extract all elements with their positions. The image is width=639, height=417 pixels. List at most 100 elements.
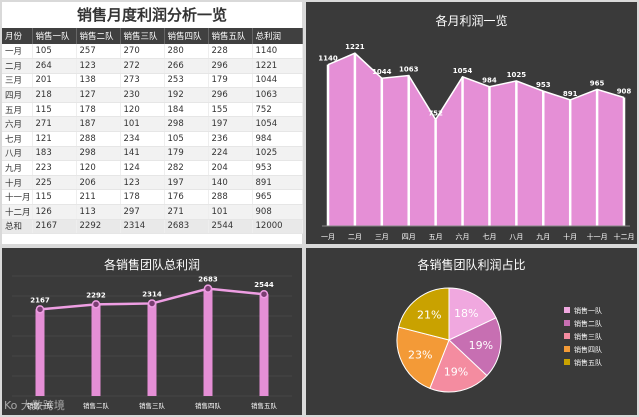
table-body: 一月 105 257 270 280 228 1140 二月 264 123 272 266 296 12…	[2, 44, 303, 235]
table-cell: 264	[32, 58, 77, 74]
table-cell: 218	[32, 87, 77, 103]
team-share-chart: 各销售团队利润占比 18% 19% 19% 23% 21% 销售一队 销售二队 销售三队 销售四…	[306, 248, 637, 415]
legend-label: 销售二队	[574, 319, 602, 328]
table-cell: 282	[164, 160, 209, 176]
team-bar	[259, 294, 269, 396]
table-cell: 984	[252, 131, 303, 147]
table-cell: 752	[252, 102, 303, 118]
table-header-cell: 销售四队	[164, 28, 209, 44]
team-marker	[91, 300, 101, 309]
table-cell: 三月	[2, 73, 33, 89]
team-x-tick: 销售四队	[195, 401, 222, 410]
table-cell: 2292	[76, 219, 121, 235]
table-cell: 187	[76, 116, 121, 133]
table-cell: 297	[120, 204, 165, 220]
monthly-x-tick: 五月	[429, 233, 443, 241]
pie-slice	[448, 317, 502, 377]
table-cell: 1025	[252, 146, 303, 162]
table-row: 十一月 115 211 178 176 288 965	[2, 189, 303, 206]
table-cell: 138	[76, 73, 121, 89]
table-cell: 1063	[252, 87, 303, 103]
legend-label: 销售一队	[574, 306, 602, 315]
table-cell: 280	[164, 44, 209, 60]
table-cell: 120	[120, 102, 165, 118]
team-value-label: 2683	[198, 276, 218, 284]
table-cell: 124	[120, 160, 165, 176]
table-cell: 105	[164, 131, 209, 147]
team-total-chart: 各销售团队总利润 2167 销售一队 2292 销售二队 2314 销售三队 2683 销售四…	[2, 248, 302, 415]
team-x-tick: 销售五队	[251, 401, 278, 410]
table-cell: 2544	[208, 219, 253, 235]
table-cell: 2683	[164, 219, 209, 235]
table-cell: 211	[76, 189, 121, 206]
legend-label: 销售三队	[574, 332, 602, 341]
table-cell: 965	[252, 189, 303, 206]
team-bar	[147, 303, 157, 396]
table-cell: 224	[208, 146, 253, 162]
table-cell: 234	[120, 131, 165, 147]
monthly-value-label: 1025	[507, 71, 527, 79]
table-cell: 197	[164, 175, 209, 191]
team-x-tick: 销售一队	[27, 401, 54, 410]
table-header-cell: 销售二队	[76, 28, 121, 44]
table-cell: 176	[164, 189, 209, 206]
table-cell: 908	[252, 204, 303, 220]
table-header-cell: 销售五队	[208, 28, 253, 44]
monthly-x-tick: 六月	[456, 232, 470, 241]
table-cell: 一月	[2, 44, 33, 60]
team-marker	[259, 289, 269, 299]
monthly-value-label: 908	[617, 87, 632, 95]
table-cell: 123	[120, 175, 165, 191]
team-total-chart-title: 各销售团队总利润	[103, 258, 200, 272]
table-cell: 179	[164, 146, 209, 162]
table-cell: 1044	[252, 73, 303, 89]
table-cell: 2314	[120, 219, 165, 235]
monthly-x-tick: 二月	[348, 233, 362, 241]
table-cell: 183	[32, 146, 77, 162]
table-cell: 197	[208, 116, 253, 133]
table-cell: 178	[120, 189, 165, 206]
monthly-value-label: 1140	[318, 55, 338, 63]
monthly-value-label: 1221	[345, 43, 365, 51]
monthly-value-label: 891	[563, 90, 578, 98]
team-bar	[91, 304, 101, 396]
legend-swatch	[564, 346, 570, 352]
table-row: 六月 271 187 101 298 197 1054	[2, 116, 303, 133]
table-cell: 二月	[2, 58, 33, 74]
monthly-x-tick: 八月	[509, 233, 523, 241]
table-row: 一月 105 257 270 280 228 1140	[2, 44, 303, 60]
table-cell: 105	[32, 44, 77, 60]
legend-swatch	[564, 359, 570, 365]
table-cell: 298	[164, 116, 209, 133]
table-cell: 1221	[252, 58, 303, 74]
team-total-chart-svg: 2167 销售一队 2292 销售二队 2314 销售三队 2683 销售四队 2544 销售五队	[12, 276, 292, 410]
monthly-x-tick: 三月	[375, 233, 389, 241]
monthly-value-label: 953	[536, 81, 551, 89]
table-cell: 178	[76, 102, 121, 118]
team-value-label: 2292	[86, 291, 106, 299]
table-row: 八月 183 298 141 179 224 1025	[2, 146, 303, 162]
monthly-chart-svg: 1140 一月 1221 二月 1044 三月 1063 四月 752 五月 1054 六月 984 七月…	[318, 43, 634, 241]
table-cell: 296	[208, 87, 253, 103]
table-cell: 12000	[252, 219, 303, 235]
monthly-value-label: 1063	[399, 66, 419, 74]
monthly-value-label: 1054	[453, 67, 473, 75]
table-cell: 266	[164, 58, 209, 74]
table-row: 十二月 126 113 297 271 101 908	[2, 204, 303, 220]
table-cell: 140	[208, 175, 253, 191]
table-header-cell: 总利润	[252, 28, 303, 44]
pie-slice	[448, 287, 497, 341]
team-share-chart-title: 各销售团队利润占比	[417, 258, 526, 272]
monthly-x-tick: 一月	[321, 233, 335, 241]
table-cell: 272	[120, 58, 165, 74]
table-header-cell: 销售一队	[32, 28, 77, 44]
table-cell: 271	[164, 204, 209, 220]
table-cell: 179	[208, 73, 253, 89]
team-marker	[203, 284, 213, 293]
table-cell: 1140	[252, 44, 303, 60]
legend-swatch	[564, 320, 570, 326]
profit-table: 月份 销售一队 销售二队 销售三队 销售四队 销售五队 总利润 一月 105 257 270 280…	[2, 28, 303, 235]
legend-swatch	[564, 333, 570, 339]
table-cell: 953	[252, 160, 303, 176]
